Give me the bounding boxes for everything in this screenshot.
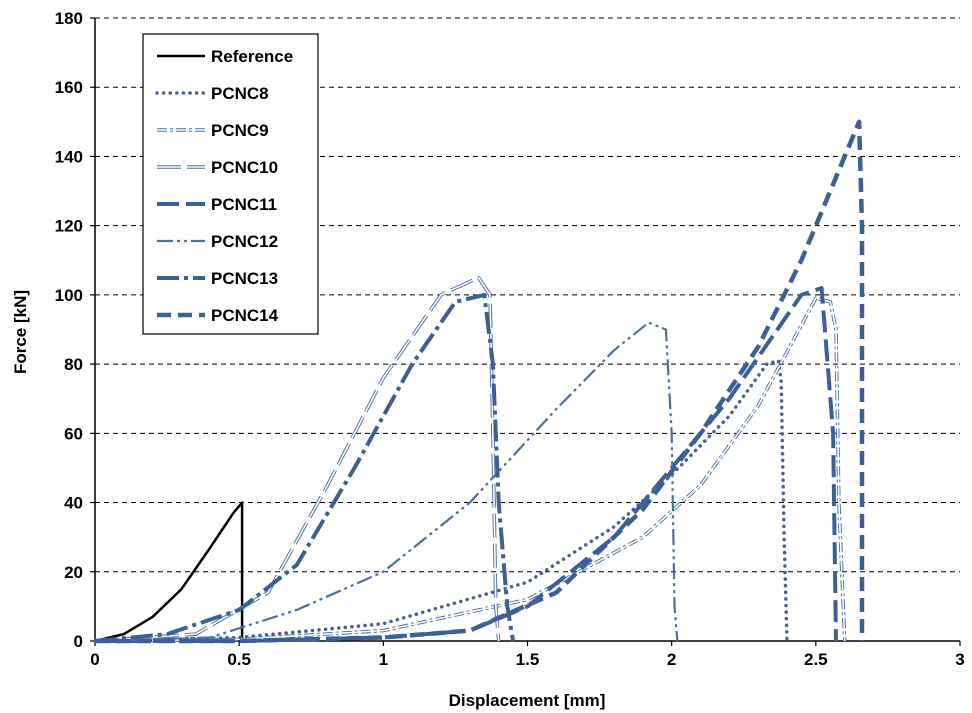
y-tick-label: 100 <box>55 286 83 305</box>
y-tick-label: 60 <box>64 424 83 443</box>
legend-label-pcnc12: PCNC12 <box>211 232 278 251</box>
legend-label-reference: Reference <box>211 47 293 66</box>
y-tick-label: 80 <box>64 355 83 374</box>
legend-label-pcnc13: PCNC13 <box>211 269 278 288</box>
x-tick-label: 1 <box>379 650 388 669</box>
series-line-pcnc9 <box>94 297 846 642</box>
x-tick-label: 1.5 <box>516 650 540 669</box>
x-tick-label: 0 <box>90 650 99 669</box>
x-axis-label: Displacement [mm] <box>449 691 606 710</box>
legend-label-pcnc8: PCNC8 <box>211 84 269 103</box>
x-tick-label: 2.5 <box>804 650 828 669</box>
series-line-pcnc8 <box>93 358 789 643</box>
x-tick-label: 3 <box>955 650 964 669</box>
y-axis-label: Force [kN] <box>11 290 30 374</box>
series-lines <box>93 119 865 644</box>
y-tick-label: 140 <box>55 147 83 166</box>
legend-label-pcnc9: PCNC9 <box>211 121 269 140</box>
axes <box>90 17 961 646</box>
y-tick-label: 20 <box>64 563 83 582</box>
y-tick-label: 160 <box>55 78 83 97</box>
series-line-reference <box>94 501 244 643</box>
series-line-pcnc11 <box>95 286 838 643</box>
series-line-pcnc9 <box>94 296 847 643</box>
y-tick-label: 180 <box>55 9 83 28</box>
legend-box <box>142 33 319 335</box>
series-line-pcnc13 <box>94 292 516 643</box>
y-tick-label: 0 <box>74 632 83 651</box>
y-tick-label: 120 <box>55 217 83 236</box>
series-line-pcnc14 <box>95 119 865 644</box>
x-tick-label: 2 <box>667 650 676 669</box>
tick-labels: 0 20 40 60 80 100 120 140 160 180 0 0.5 1 1.5 2 2.5 3 <box>55 9 965 669</box>
y-tick-label: 40 <box>64 494 83 513</box>
series-line-pcnc12 <box>94 321 679 643</box>
legend-label-pcnc10: PCNC10 <box>211 158 278 177</box>
x-tick-label: 0.5 <box>227 650 251 669</box>
legend-label-pcnc11: PCNC11 <box>211 195 277 214</box>
legend: Reference PCNC8 PCNC9 PCNC10 PCNC11 PCNC12 PCN… <box>142 33 319 335</box>
legend-label-pcnc14: PCNC14 <box>211 306 279 325</box>
